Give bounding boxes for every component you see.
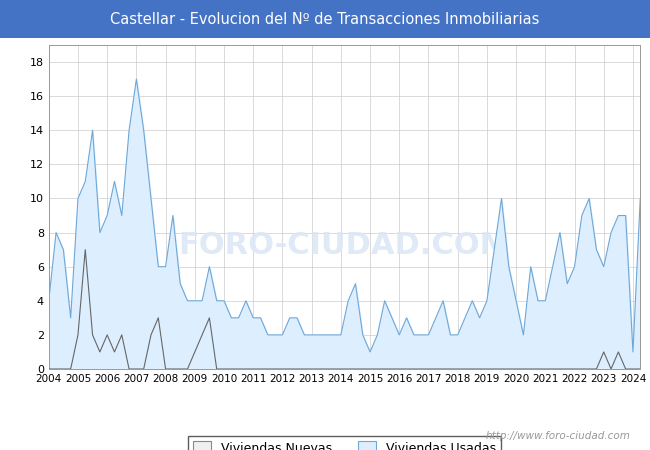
Text: Castellar - Evolucion del Nº de Transacciones Inmobiliarias: Castellar - Evolucion del Nº de Transacc… — [111, 12, 540, 27]
Legend: Viviendas Nuevas, Viviendas Usadas: Viviendas Nuevas, Viviendas Usadas — [188, 436, 501, 450]
Text: http://www.foro-ciudad.com: http://www.foro-ciudad.com — [486, 431, 630, 441]
Text: FORO-CIUDAD.COM: FORO-CIUDAD.COM — [179, 231, 510, 261]
